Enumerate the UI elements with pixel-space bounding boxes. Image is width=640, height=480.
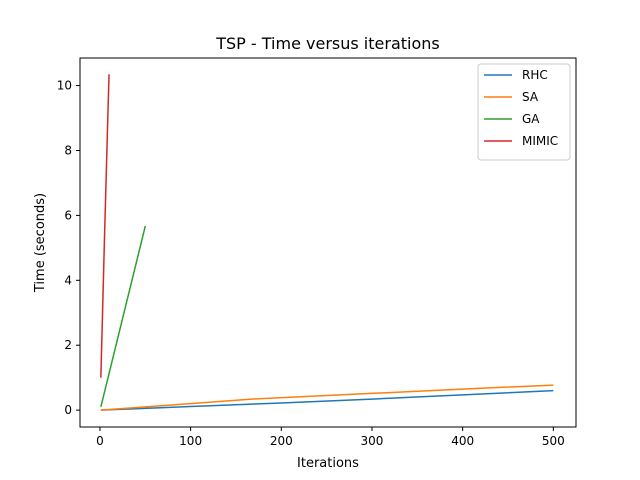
y-axis-label: Time (seconds) [33,193,48,293]
series-line-mimic [100,74,110,378]
axes-layer: 0 100 200 300 400 500 0 2 4 6 8 10 [57,57,577,448]
legend-label-mimic: MIMIC [522,134,558,148]
lines-layer [100,74,554,411]
y-tick-label: 2 [64,338,72,352]
x-tick-label: 200 [270,434,293,448]
x-tick-label: 300 [361,434,384,448]
y-tick-label: 8 [64,143,72,157]
plot-frame [79,57,577,428]
x-tick-label: 500 [542,434,565,448]
legend-label-ga: GA [522,112,540,126]
y-tick-label: 4 [64,273,72,287]
series-line-ga [100,225,147,408]
legend: RHC SA GA MIMIC [477,63,571,161]
series-line-sa [100,384,554,411]
series-line-rhc [100,389,554,411]
x-axis-label: Iterations [297,456,359,471]
x-tick-label: 400 [451,434,474,448]
x-tick-label: 100 [179,434,202,448]
y-tick-label: 0 [64,403,72,417]
x-tick-label: 0 [96,434,104,448]
legend-label-sa: SA [522,90,539,104]
legend-box [477,63,571,161]
y-tick-label: 10 [57,79,72,93]
y-tick-label: 6 [64,208,72,222]
chart-title: TSP - Time versus iterations [215,34,439,53]
legend-label-rhc: RHC [522,68,548,82]
